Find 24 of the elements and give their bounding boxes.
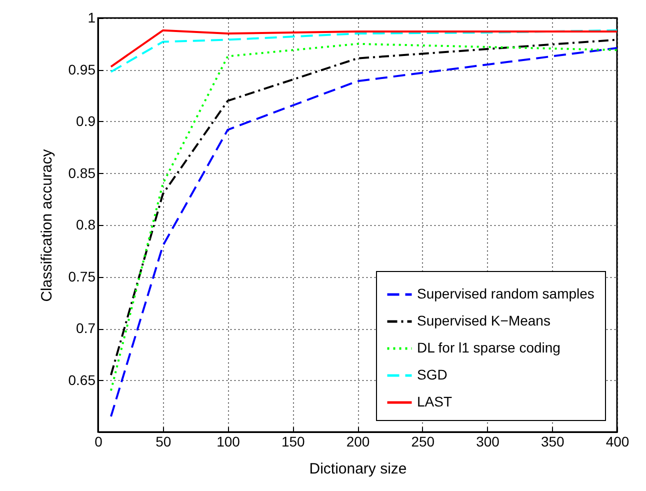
legend-label: Supervised K−Means — [417, 312, 550, 328]
y-tick-label: 0.75 — [68, 268, 96, 284]
x-tick-label: 350 — [540, 434, 565, 450]
x-tick-label: 300 — [476, 434, 500, 450]
x-tick-label: 200 — [346, 434, 370, 450]
x-tick-label: 250 — [411, 434, 435, 450]
y-tick-label: 0.9 — [76, 113, 96, 129]
y-tick-label: 0.8 — [76, 216, 96, 232]
x-tick-label: 50 — [156, 434, 172, 450]
legend-label: SGD — [417, 366, 448, 382]
legend-label: Supervised random samples — [417, 286, 594, 302]
y-tick-label: 0.7 — [76, 320, 96, 336]
y-axis-title: Classification accuracy — [38, 148, 56, 302]
x-axis-title: Dictionary size — [309, 460, 407, 478]
legend-label: LAST — [417, 394, 452, 410]
x-tick-label: 100 — [216, 434, 240, 450]
x-tick-label: 400 — [606, 434, 630, 450]
y-tick-label: 0.65 — [68, 372, 96, 388]
legend-label: DL for l1 sparse coding — [417, 340, 560, 356]
y-tick-label: 0.85 — [68, 164, 96, 181]
x-tick-label: 150 — [281, 434, 306, 450]
y-tick-label: 1 — [88, 10, 96, 26]
x-tick-label: 0 — [94, 434, 103, 450]
y-tick-label: 0.95 — [68, 61, 96, 78]
